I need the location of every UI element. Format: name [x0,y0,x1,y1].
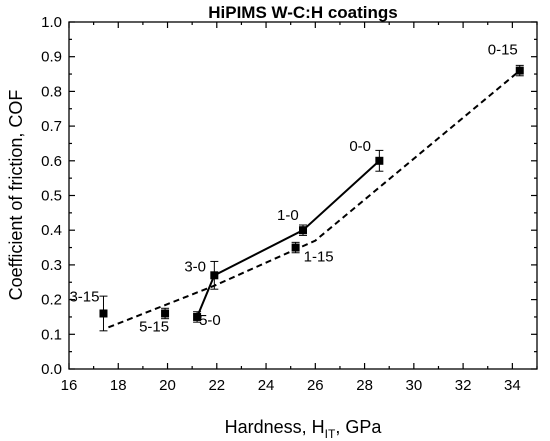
x-tick-label: 28 [356,377,373,394]
point-label: 0-15 [488,42,518,59]
dashed-trend-line [108,69,521,329]
data-point [291,243,300,252]
data-point [299,226,307,235]
x-axis-label: Hardness, HIT, GPa [225,417,383,441]
y-tick-label: 0.3 [41,257,62,274]
data-point [515,66,524,75]
point-label: 0-0 [349,138,371,155]
data-point [210,271,219,280]
data-point [99,309,108,318]
y-tick-label: 0.7 [41,118,62,135]
data-point [161,309,170,318]
point-label: 5-15 [139,318,169,335]
y-tick-label: 0.1 [41,326,62,343]
plot-frame [68,21,538,370]
x-tick-label: 30 [405,377,422,394]
x-tick-label: 34 [504,377,521,394]
data-points [99,66,524,321]
point-labels: 3-15 5-15 5-0 3-0 1-15 1-0 0-0 0-15 [69,42,517,336]
x-tick-label: 24 [258,377,275,394]
point-label: 1-15 [304,249,334,266]
error-bars [99,64,524,332]
point-label: 3-0 [184,258,206,275]
y-axis-label: Coefficient of friction, COF [6,90,26,301]
y-tick-label: 0.4 [41,222,62,239]
x-axis-label-subscript: IT [325,427,336,441]
data-point [375,156,384,165]
y-tick-label: 0.6 [41,153,62,170]
x-tick-label: 20 [159,377,176,394]
x-tick-label: 32 [455,377,472,394]
y-tick-label: 0.9 [41,49,62,66]
x-axis-ticks: 16 18 20 22 24 26 28 30 32 34 [61,22,538,394]
x-tick-label: 22 [208,377,225,394]
x-tick-label: 18 [110,377,127,394]
y-tick-label: 0.8 [41,83,62,100]
trend-lines [108,69,521,329]
chart-title: HiPIMS W-C:H coatings [208,3,398,22]
y-tick-label: 1.0 [41,14,62,31]
x-axis-label-main: Hardness, H [225,417,325,437]
point-label: 3-15 [69,288,99,305]
point-label: 1-0 [277,207,299,224]
x-tick-label: 26 [307,377,324,394]
data-point [193,312,202,321]
y-tick-label: 0.5 [41,188,62,205]
y-axis-ticks: 0.0 0.1 0.2 0.3 0.4 0.5 0.6 0.7 0.8 0.9 1.0 [41,14,537,378]
x-tick-label: 16 [61,377,78,394]
y-tick-label: 0.2 [41,292,62,309]
y-tick-label: 0.0 [41,361,62,378]
point-label: 5-0 [199,312,221,329]
x-axis-label-tail: , GPa [335,417,382,437]
solid-trend-line [196,160,381,318]
